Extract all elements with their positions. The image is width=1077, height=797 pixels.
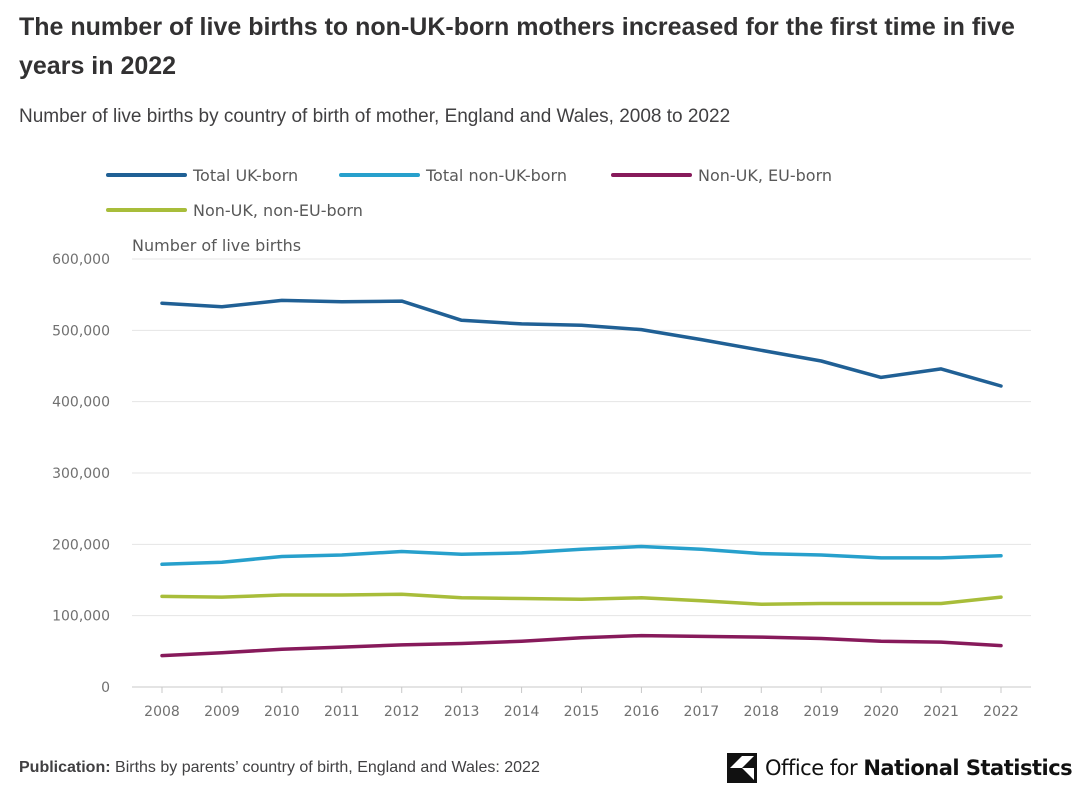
legend-item-total-non-uk-born[interactable]: Total non-UK-born: [339, 166, 567, 185]
x-tick-label: 2013: [444, 704, 480, 720]
publication-link[interactable]: Births by parents’ country of birth, Eng…: [115, 759, 540, 776]
y-tick-label: 300,000: [52, 466, 110, 482]
y-tick-label: 500,000: [52, 323, 110, 339]
ons-logo-icon: [727, 753, 757, 783]
x-tick-label: 2016: [624, 704, 660, 720]
legend-label: Non-UK, EU-born: [698, 166, 832, 185]
x-tick-label: 2008: [144, 704, 180, 720]
series-line-total-uk-born: [160, 298, 1003, 388]
x-tick-label: 2018: [743, 704, 779, 720]
series-line-total-non-uk-born: [160, 544, 1003, 567]
publication-footer: Publication: Births by parents’ country …: [19, 759, 540, 777]
legend-label: Total UK-born: [192, 166, 298, 185]
x-tick-label: 2014: [504, 704, 540, 720]
y-tick-label: 100,000: [52, 609, 110, 625]
line-chart: Total UK-born Total non-UK-born Non-UK, EU…: [52, 166, 1031, 720]
x-tick-label: 2019: [803, 704, 839, 720]
legend-item-non-uk-eu-born[interactable]: Non-UK, EU-born: [611, 166, 832, 185]
y-axis: 0 100,000 200,000 300,000 400,000 500,000 600,…: [52, 252, 110, 696]
y-tick-label: 200,000: [52, 537, 110, 553]
x-tick-label: 2010: [264, 704, 300, 720]
x-tick-label: 2021: [923, 704, 959, 720]
chart-legend: Total UK-born Total non-UK-born Non-UK, EU…: [106, 166, 832, 220]
legend-item-non-uk-non-eu-born[interactable]: Non-UK, non-EU-born: [106, 201, 363, 220]
series-line-non-uk-eu-born: [160, 633, 1003, 658]
publication-label: Publication:: [19, 759, 111, 776]
x-tick-label: 2015: [564, 704, 600, 720]
x-tick-label: 2020: [863, 704, 899, 720]
chart-title: The number of live births to non-UK-born…: [19, 13, 1015, 80]
ons-logo[interactable]: Office for National Statistics: [727, 751, 1073, 785]
x-tick-label: 2017: [684, 704, 720, 720]
legend-item-total-uk-born[interactable]: Total UK-born: [106, 166, 298, 185]
y-tick-label: 400,000: [52, 395, 110, 411]
x-axis: 2008 2009 2010 2011 2012 2013 2014 2015 2016 2017…: [132, 686, 1031, 720]
y-tick-label: 600,000: [52, 252, 110, 268]
x-tick-label: 2022: [983, 704, 1019, 720]
logo-text-office-for: Office for: [765, 756, 864, 780]
legend-label: Non-UK, non-EU-born: [193, 201, 363, 220]
series-line-non-uk-non-eu-born: [160, 592, 1003, 607]
chart-subtitle: Number of live births by country of birt…: [19, 106, 731, 127]
x-tick-label: 2012: [384, 704, 420, 720]
gridlines: [132, 258, 1031, 617]
x-tick-label: 2009: [204, 704, 240, 720]
y-axis-title: Number of live births: [132, 236, 301, 255]
y-tick-label: 0: [101, 680, 110, 696]
x-tick-label: 2011: [324, 704, 360, 720]
legend-label: Total non-UK-born: [425, 166, 567, 185]
logo-text-national-statistics: National Statistics: [863, 756, 1073, 780]
data-series: [160, 298, 1003, 658]
